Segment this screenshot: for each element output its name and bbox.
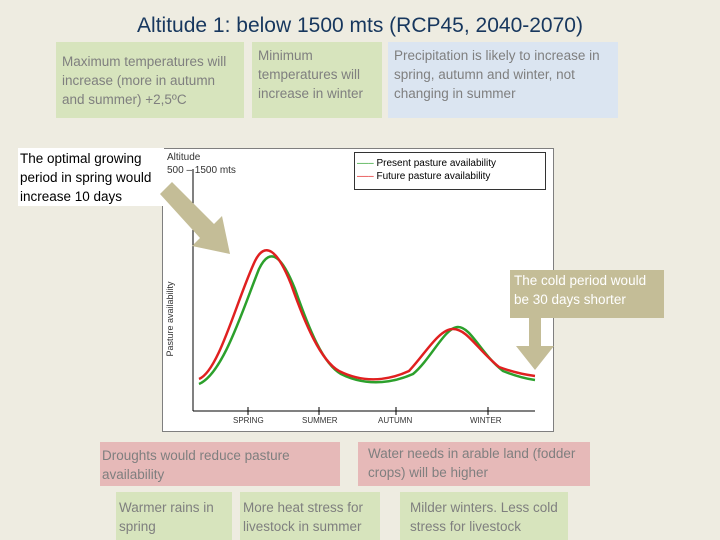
cold-arrow bbox=[516, 316, 554, 370]
season-label-winter: WINTER bbox=[470, 416, 502, 425]
legend-border bbox=[354, 152, 546, 190]
season-label-spring: SPRING bbox=[233, 416, 264, 425]
max-temp-text: Maximum temperatures will increase (more… bbox=[62, 54, 227, 107]
precip-box: Precipitation is likely to increase in s… bbox=[388, 42, 618, 118]
cold-period-text: The cold period would be 30 days shorter bbox=[514, 273, 647, 307]
future-pasture-curve bbox=[198, 249, 536, 381]
growing-arrow bbox=[160, 182, 230, 254]
altitude-label: Altitude 500 – 1500 mts bbox=[167, 151, 236, 177]
max-temp-box: Maximum temperatures will increase (more… bbox=[56, 42, 244, 118]
season-label-autumn: AUTUMN bbox=[378, 416, 413, 425]
legend: ––– Present pasture availability ––– Fut… bbox=[357, 157, 496, 183]
min-temp-box: Minimum temperatures will increase in wi… bbox=[252, 42, 382, 118]
milder-winters-box: Milder winters. Less cold stress for liv… bbox=[400, 492, 568, 540]
growing-period-box: The optimal growing period in spring wou… bbox=[18, 148, 164, 206]
warmer-rains-text: Warmer rains in spring bbox=[119, 500, 214, 534]
warmer-rains-box: Warmer rains in spring bbox=[116, 492, 232, 540]
pasture-chart: Altitude 500 – 1500 mts Pasture availabi… bbox=[162, 148, 554, 432]
water-needs-box: Water needs in arable land (fodder crops… bbox=[358, 442, 590, 486]
water-needs-text: Water needs in arable land (fodder crops… bbox=[368, 446, 576, 480]
growing-period-text: The optimal growing period in spring wou… bbox=[20, 151, 152, 204]
season-ticks bbox=[247, 407, 489, 415]
heat-stress-text: More heat stress for livestock in summer bbox=[243, 500, 364, 534]
season-label-summer: SUMMER bbox=[302, 416, 338, 425]
altitude-label-line2: 500 – 1500 mts bbox=[167, 165, 236, 176]
legend-future-label: Future pasture availability bbox=[376, 171, 491, 182]
milder-winters-text: Milder winters. Less cold stress for liv… bbox=[410, 500, 558, 534]
legend-item-future: ––– Future pasture availability bbox=[357, 171, 491, 182]
precip-text: Precipitation is likely to increase in s… bbox=[394, 48, 600, 101]
min-temp-text: Minimum temperatures will increase in wi… bbox=[258, 48, 364, 101]
legend-item-present: ––– Present pasture availability bbox=[357, 158, 496, 169]
page-title: Altitude 1: below 1500 mts (RCP45, 2040-… bbox=[137, 14, 583, 37]
droughts-text: Droughts would reduce pasture availabili… bbox=[102, 448, 290, 482]
heat-stress-box: More heat stress for livestock in summer bbox=[240, 492, 380, 540]
legend-present-label: Present pasture availability bbox=[376, 158, 496, 169]
y-axis-label: Pasture availability bbox=[165, 281, 175, 357]
cold-period-box: The cold period would be 30 days shorter bbox=[510, 270, 664, 318]
droughts-box: Droughts would reduce pasture availabili… bbox=[100, 442, 340, 486]
altitude-label-line1: Altitude bbox=[167, 152, 201, 163]
